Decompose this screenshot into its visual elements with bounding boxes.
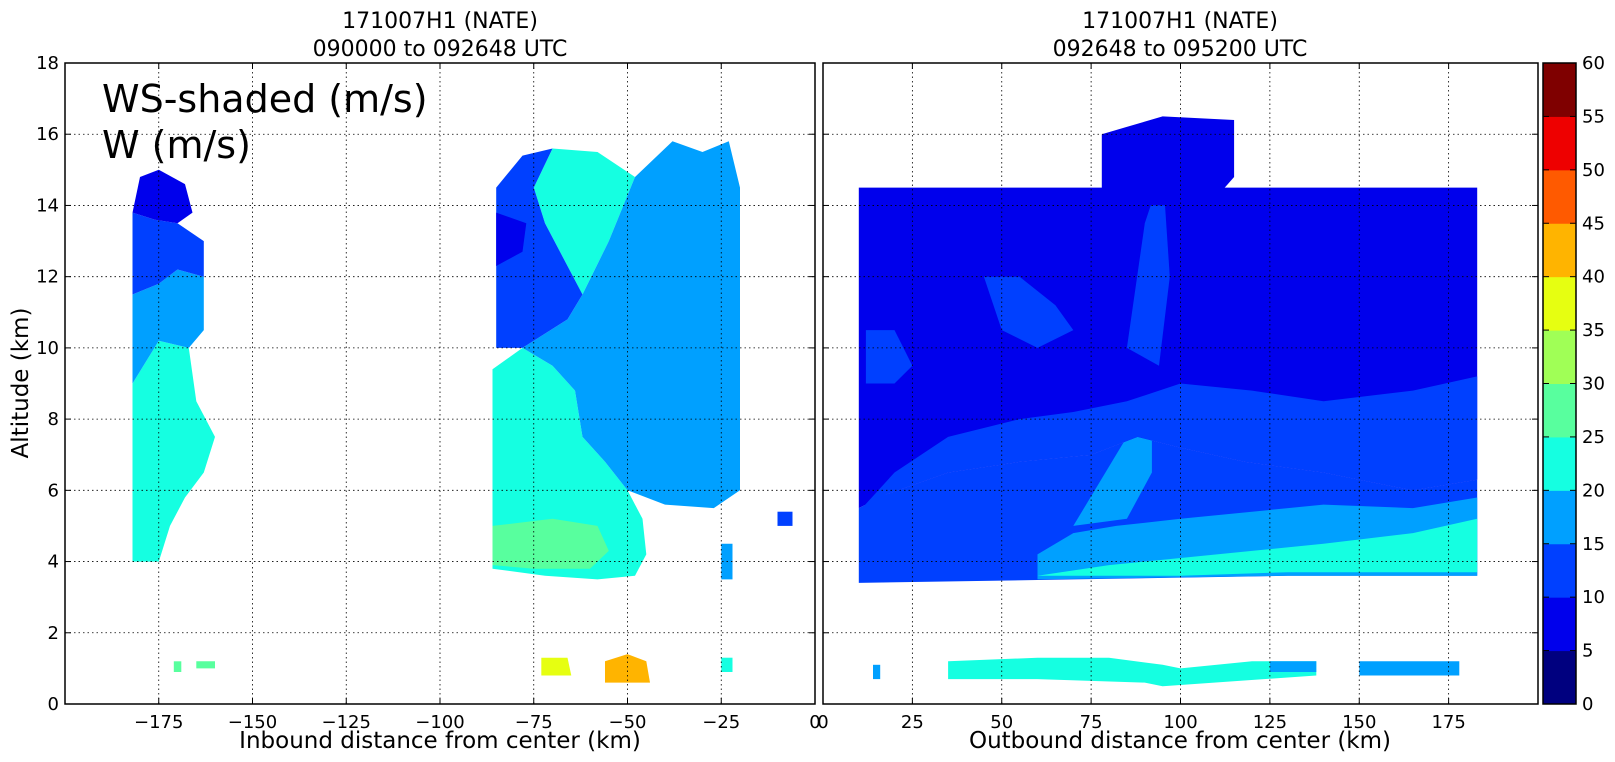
annotation-w: W (m/s) xyxy=(102,123,251,167)
inbound-ws-region-17 xyxy=(777,511,793,526)
colorbar-tick-label-1: 5 xyxy=(1582,641,1593,662)
inbound-ws-region-8 xyxy=(522,141,740,509)
colorbar: 0 5 10 15 20 25 30 35 40 45 50 55 60 xyxy=(1542,53,1605,715)
outbound-title-line1: 171007H1 (NATE) xyxy=(1082,9,1278,34)
inbound-xtick-label-3: −100 xyxy=(415,712,464,733)
outbound-xtick-label-4: 100 xyxy=(1163,712,1197,733)
inbound-ytick-label-1: 2 xyxy=(48,623,59,644)
colorbar-tick-label-3: 15 xyxy=(1582,534,1605,555)
outbound-xtick-label-1: 25 xyxy=(901,712,924,733)
outbound-xtick-label-2: 50 xyxy=(990,712,1013,733)
inbound-ws-region-13 xyxy=(173,661,182,672)
ylabel: Altitude (km) xyxy=(8,308,34,459)
inbound-ws-region-10 xyxy=(496,212,527,266)
inbound-ticks: −175 −150 −125 −100 −75 −50 −25 0 0 2 4 6 8 10 12 14 16 1… xyxy=(36,53,821,733)
inbound-wind-field xyxy=(132,141,793,683)
inbound-xtick-label-0: −175 xyxy=(134,712,183,733)
inbound-ws-region-14 xyxy=(196,661,215,669)
colorbar-tick-label-7: 35 xyxy=(1582,320,1605,341)
outbound-ws-region-9 xyxy=(1101,116,1235,206)
inbound-ytick-label-9: 18 xyxy=(36,53,59,74)
colorbar-tick-label-11: 55 xyxy=(1582,106,1605,127)
inbound-xtick-label-4: −75 xyxy=(515,712,553,733)
colorbar-tick-label-10: 50 xyxy=(1582,160,1605,181)
inbound-ws-region-3 xyxy=(132,169,193,224)
colorbar-band-7 xyxy=(1543,276,1576,331)
colorbar-band-5 xyxy=(1543,383,1576,438)
colorbar-band-2 xyxy=(1543,543,1576,598)
outbound-ws-region-13 xyxy=(1359,661,1460,676)
inbound-ws-region-2 xyxy=(132,212,204,295)
outbound-xtick-label-5: 125 xyxy=(1253,712,1287,733)
annotation-ws-shaded: WS-shaded (m/s) xyxy=(102,77,428,121)
inbound-ws-region-9 xyxy=(496,148,583,348)
outbound-ws-region-12 xyxy=(1269,661,1317,672)
inbound-xtick-label-5: −50 xyxy=(609,712,647,733)
inbound-title-line2: 090000 to 092648 UTC xyxy=(313,37,568,62)
inbound-xtick-label-1: −150 xyxy=(228,712,277,733)
inbound-ytick-label-4: 8 xyxy=(48,409,59,430)
colorbar-tick-label-2: 10 xyxy=(1582,587,1605,608)
inbound-ws-region-15 xyxy=(721,657,733,672)
outbound-xtick-label-6: 150 xyxy=(1342,712,1376,733)
inbound-xlabel: Inbound distance from center (km) xyxy=(239,728,641,754)
inbound-ytick-label-8: 16 xyxy=(36,124,59,145)
colorbar-band-0 xyxy=(1543,650,1576,705)
panel-outbound: 171007H1 (NATE) 092648 to 095200 UTC 0 25… xyxy=(817,9,1539,754)
inbound-ytick-label-7: 14 xyxy=(36,195,59,216)
panel-inbound: 171007H1 (NATE) 090000 to 092648 UTC −17… xyxy=(8,9,821,754)
inbound-ws-region-12 xyxy=(605,654,650,683)
colorbar-tick-label-0: 0 xyxy=(1582,694,1593,715)
inbound-ws-region-11 xyxy=(541,657,572,676)
outbound-ws-region-6 xyxy=(983,276,1074,348)
colorbar-band-9 xyxy=(1543,169,1576,224)
colorbar-band-1 xyxy=(1543,597,1576,652)
inbound-ytick-label-2: 4 xyxy=(48,552,59,573)
colorbar-band-3 xyxy=(1543,490,1576,545)
outbound-xtick-label-0: 0 xyxy=(817,712,828,733)
colorbar-tick-label-9: 45 xyxy=(1582,213,1605,234)
colorbar-tick-label-5: 25 xyxy=(1582,427,1605,448)
inbound-ws-region-5 xyxy=(533,148,635,295)
colorbar-band-8 xyxy=(1543,223,1576,278)
inbound-xtick-label-2: −125 xyxy=(322,712,371,733)
inbound-ytick-label-0: 0 xyxy=(48,694,59,715)
inbound-ytick-label-6: 12 xyxy=(36,267,59,288)
colorbar-band-10 xyxy=(1543,116,1576,171)
inbound-ws-region-6 xyxy=(492,518,609,569)
outbound-ticks: 0 25 50 75 100 125 150 175 xyxy=(817,62,1538,733)
colorbar-band-6 xyxy=(1543,330,1576,384)
colorbar-band-11 xyxy=(1543,63,1576,117)
outbound-ws-region-10 xyxy=(873,664,881,680)
colorbar-tick-label-6: 30 xyxy=(1582,374,1605,395)
inbound-title-line1: 171007H1 (NATE) xyxy=(342,9,538,34)
colorbar-tick-label-12: 60 xyxy=(1582,53,1605,74)
outbound-xtick-label-3: 75 xyxy=(1080,712,1103,733)
outbound-title-line2: 092648 to 095200 UTC xyxy=(1053,37,1308,62)
outbound-ws-region-7 xyxy=(865,330,913,384)
outbound-xtick-label-7: 175 xyxy=(1431,712,1465,733)
inbound-ytick-label-5: 10 xyxy=(36,338,59,359)
colorbar-tick-label-4: 20 xyxy=(1582,480,1605,501)
outbound-wind-field xyxy=(858,116,1478,687)
outbound-ws-region-8 xyxy=(1126,169,1170,366)
colorbar-tick-label-8: 40 xyxy=(1582,267,1605,288)
inbound-ytick-label-3: 6 xyxy=(48,480,59,501)
inbound-xtick-label-7: 0 xyxy=(809,712,820,733)
outbound-xlabel: Outbound distance from center (km) xyxy=(969,728,1391,754)
inbound-ws-region-1 xyxy=(132,269,204,384)
colorbar-band-4 xyxy=(1543,436,1576,491)
inbound-xtick-label-6: −25 xyxy=(702,712,740,733)
inbound-ws-region-0 xyxy=(132,340,215,562)
outbound-ws-region-11 xyxy=(948,657,1317,687)
outbound-ws-region-5 xyxy=(858,376,1478,512)
